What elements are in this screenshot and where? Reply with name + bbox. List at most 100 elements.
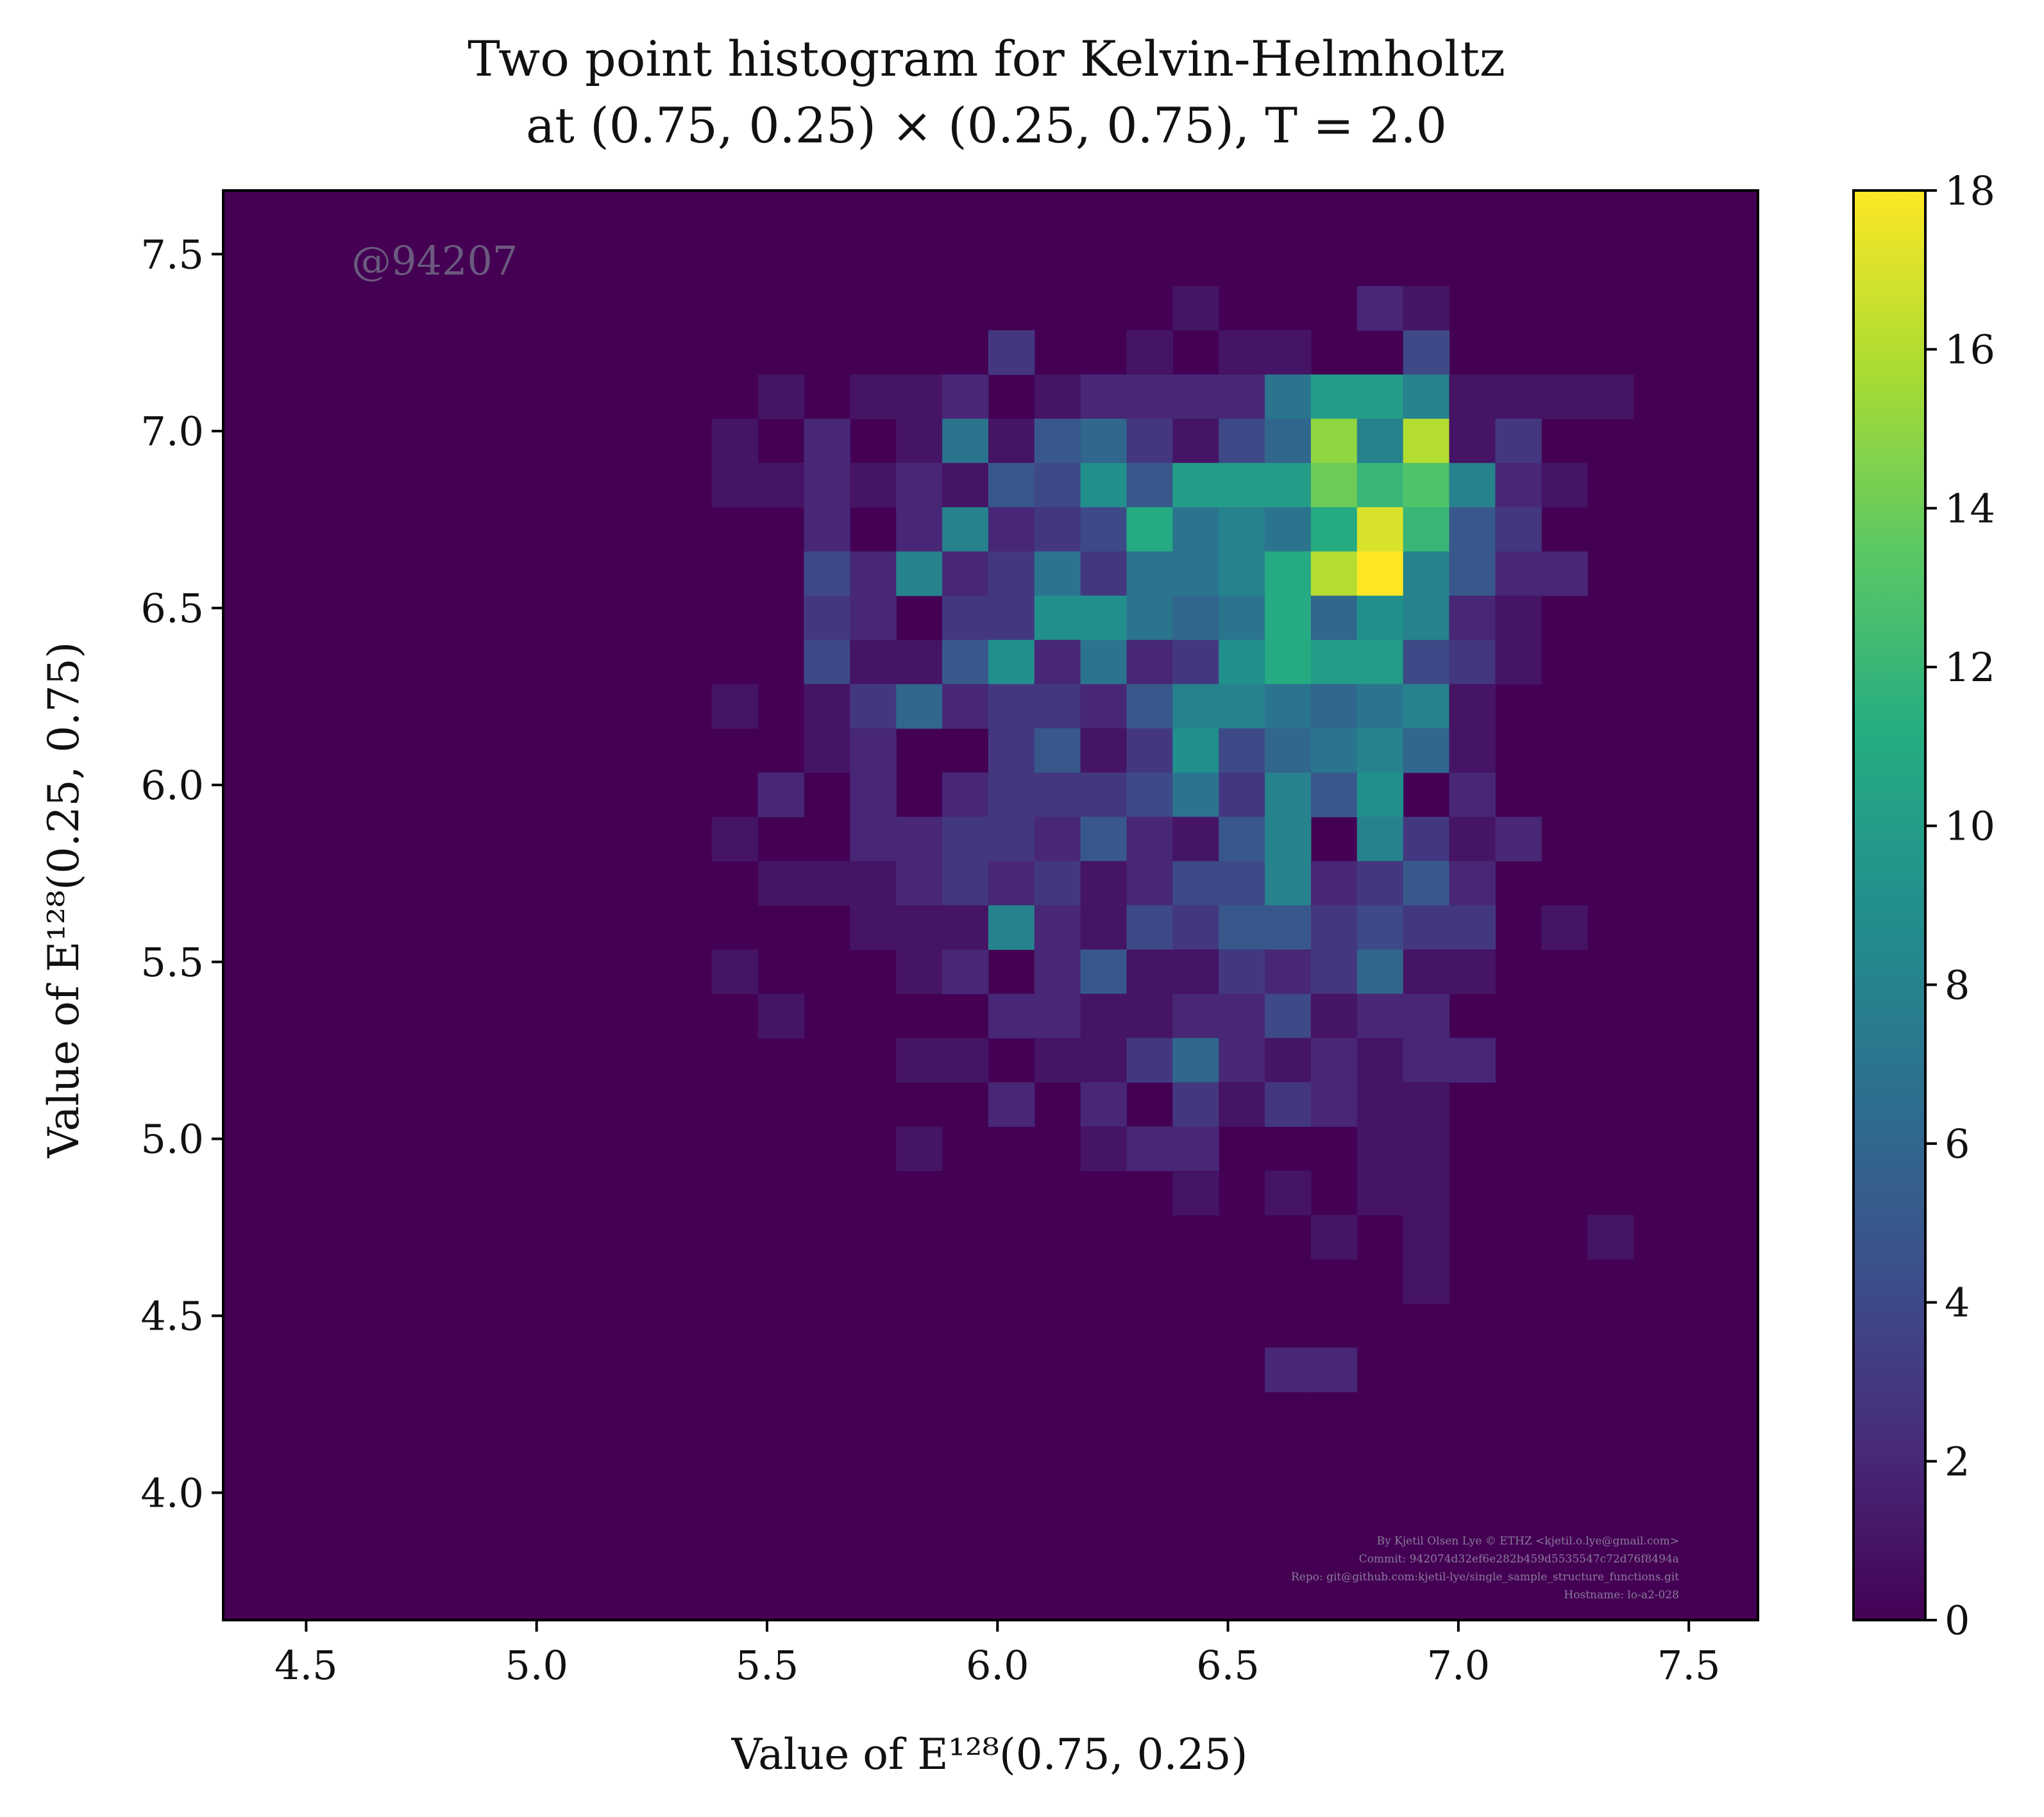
histogram-cell — [1219, 330, 1265, 375]
histogram-cell — [1403, 905, 1450, 951]
y-axis-label: Value of E¹²⁸(0.25, 0.75) — [39, 642, 89, 1159]
histogram-cell — [1403, 1259, 1450, 1304]
histogram-cell — [850, 772, 897, 818]
colorbar-tick-label: 2 — [1945, 1438, 1970, 1485]
histogram-cell — [1310, 1348, 1358, 1392]
histogram-cell — [1449, 418, 1496, 464]
histogram-cell — [1541, 462, 1588, 508]
histogram-cell — [1034, 374, 1081, 419]
histogram-cell — [1172, 1038, 1219, 1083]
histogram-cell — [850, 639, 897, 685]
histogram-cell — [850, 728, 897, 773]
histogram-cell — [1587, 374, 1634, 419]
histogram-cell — [1541, 905, 1588, 951]
x-tick-label: 6.5 — [1196, 1642, 1260, 1689]
histogram-cell — [1403, 374, 1450, 419]
histogram-cell — [896, 462, 943, 508]
chart-title: Two point histogram for Kelvin-Helmholtz — [468, 30, 1505, 87]
histogram-cell — [1265, 1348, 1312, 1392]
histogram-cell — [1172, 816, 1219, 862]
y-axis-ticks: 4.0 4.5 5.0 5.5 6.0 6.5 7.0 7.5 — [140, 231, 223, 1516]
histogram-cell — [804, 684, 850, 729]
credit-line: Commit: 942074d32ef6e282b459d5535547c72d… — [1359, 1553, 1679, 1566]
histogram-cell — [988, 993, 1035, 1038]
histogram-cell — [1080, 993, 1128, 1038]
histogram-cell — [757, 772, 805, 818]
histogram-cell — [896, 551, 943, 596]
histogram-cell — [1126, 374, 1173, 419]
histogram-cell — [850, 595, 897, 641]
colorbar-tick-label: 16 — [1945, 326, 1995, 373]
histogram-cell — [1265, 1038, 1312, 1083]
histogram-cell — [1449, 728, 1496, 773]
histogram-cell — [1034, 595, 1081, 641]
x-tick-label: 5.0 — [505, 1642, 568, 1689]
histogram-cell — [942, 905, 989, 951]
histogram-cell — [1403, 639, 1450, 685]
chart-subtitle: at (0.75, 0.25) × (0.25, 0.75), T = 2.0 — [526, 97, 1447, 154]
histogram-cell — [1403, 993, 1450, 1038]
histogram-cell — [988, 861, 1035, 906]
histogram-cell — [850, 462, 897, 508]
histogram-cell — [1172, 993, 1219, 1038]
histogram-cell — [1172, 418, 1219, 464]
histogram-cell — [1403, 1170, 1450, 1215]
histogram-cell — [988, 728, 1035, 773]
histogram-cell — [1356, 1082, 1404, 1127]
histogram-cell — [1172, 551, 1219, 596]
histogram-cell — [1356, 418, 1404, 464]
histogram-cell — [1356, 728, 1404, 773]
histogram-cell — [1080, 1082, 1128, 1127]
histogram-cell — [804, 861, 850, 906]
histogram-cell — [1080, 551, 1128, 596]
histogram-cell — [1495, 595, 1542, 641]
histogram-cell — [1403, 595, 1450, 641]
histogram-cell — [942, 861, 989, 906]
histogram-cell — [804, 728, 850, 773]
colorbar-ticks: 0 2 4 6 8 10 12 14 16 18 — [1925, 167, 1995, 1644]
colorbar-frame — [1852, 189, 1927, 1621]
histogram-cell — [942, 595, 989, 641]
histogram-cell — [896, 949, 943, 995]
histogram-cell — [1356, 684, 1404, 729]
histogram-cell — [1126, 462, 1173, 508]
histogram-cell — [896, 861, 943, 906]
x-tick-label: 7.5 — [1657, 1642, 1721, 1689]
histogram-cell — [1310, 905, 1358, 951]
histogram-cell — [1356, 1170, 1404, 1215]
histogram-cell — [1541, 374, 1588, 419]
histogram-cell — [1356, 462, 1404, 508]
histogram-cell — [1449, 861, 1496, 906]
histogram-cell — [1495, 507, 1542, 552]
histogram-cell — [1126, 639, 1173, 685]
histogram-cell — [1172, 462, 1219, 508]
histogram-cell — [1034, 551, 1081, 596]
histogram-cell — [1403, 1215, 1450, 1260]
histogram-cell — [988, 330, 1035, 375]
histogram-cell — [850, 374, 897, 419]
histogram-cell — [1219, 728, 1265, 773]
histogram-cell — [1172, 374, 1219, 419]
histogram-cell — [711, 684, 759, 729]
colorbar-tick-label: 0 — [1945, 1597, 1970, 1644]
histogram-cell — [1356, 507, 1404, 552]
histogram-cell — [711, 462, 759, 508]
colorbar-gradient — [1854, 190, 1925, 1620]
y-tick-label: 6.0 — [140, 762, 204, 809]
histogram-cell — [804, 595, 850, 641]
histogram-cell — [1126, 1038, 1173, 1083]
histogram-cell — [1356, 551, 1404, 596]
histogram-cell — [896, 639, 943, 685]
histogram-cell — [1449, 949, 1496, 995]
histogram-cell — [1403, 1082, 1450, 1127]
histogram-cell — [942, 639, 989, 685]
histogram-cell — [850, 684, 897, 729]
colorbar-tick-label: 12 — [1945, 644, 1995, 691]
histogram-cell — [1080, 905, 1128, 951]
histogram-cell — [1080, 861, 1128, 906]
histogram-cell — [1034, 507, 1081, 552]
histogram-cell — [1219, 462, 1265, 508]
histogram-cell — [942, 507, 989, 552]
histogram-cell — [1495, 418, 1542, 464]
histogram-cell — [1126, 595, 1173, 641]
